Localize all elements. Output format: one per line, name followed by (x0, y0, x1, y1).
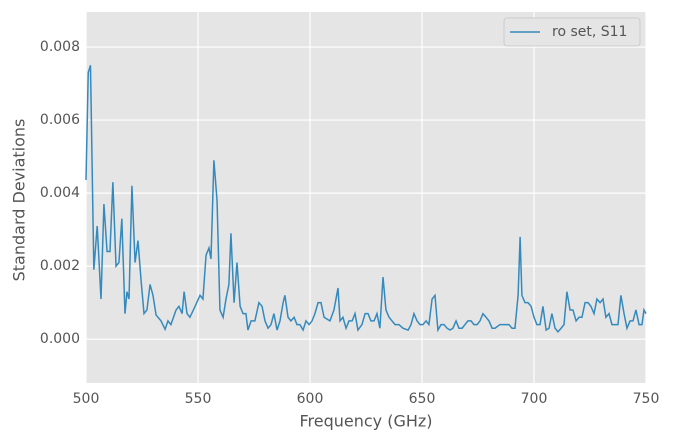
x-tick-label: 700 (521, 391, 548, 407)
y-tick-label: 0.000 (40, 331, 80, 347)
y-axis-label: Standard Deviations (10, 119, 29, 282)
y-tick-label: 0.002 (40, 258, 80, 274)
x-tick-label: 600 (297, 391, 324, 407)
y-tick-label: 0.008 (40, 39, 80, 55)
x-tick-label: 750 (633, 391, 660, 407)
data-line (85, 65, 647, 334)
x-tick-label: 500 (73, 391, 100, 407)
y-tick-label: 0.006 (40, 112, 80, 128)
y-tick-label: 0.004 (40, 185, 80, 201)
x-tick-label: 550 (185, 391, 212, 407)
x-axis-label: Frequency (GHz) (299, 412, 432, 431)
x-tick-label: 650 (409, 391, 436, 407)
plot-area (86, 12, 646, 383)
legend-label: ro set, S11 (552, 24, 627, 40)
legend-box (503, 17, 641, 47)
